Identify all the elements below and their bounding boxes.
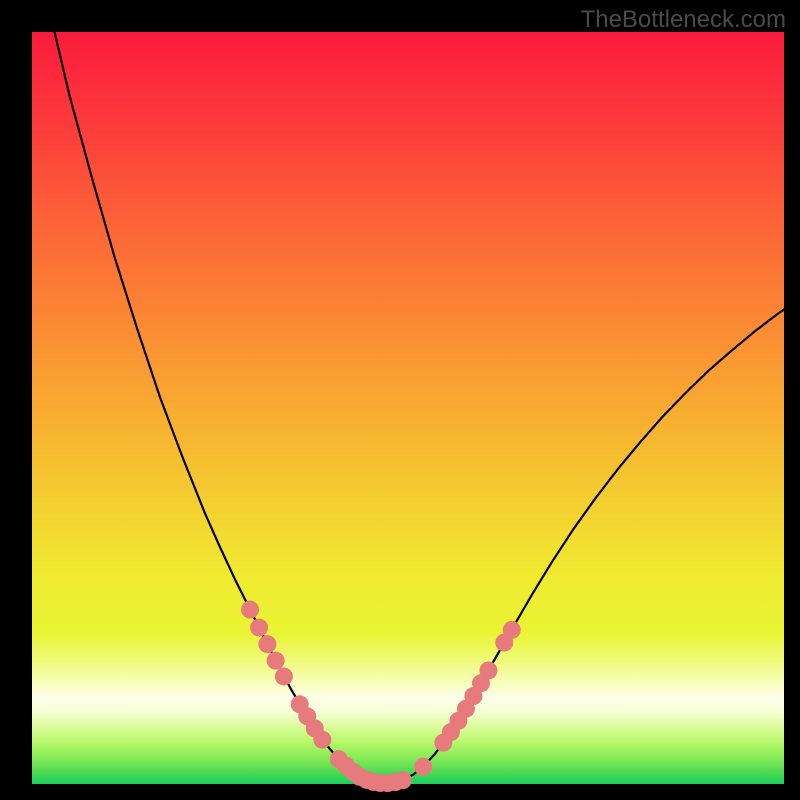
data-marker — [414, 758, 432, 776]
data-marker — [275, 667, 293, 685]
stage: TheBottleneck.com — [0, 0, 800, 800]
data-marker — [258, 635, 276, 653]
data-marker — [394, 771, 412, 789]
data-marker — [241, 601, 259, 619]
plot-area — [32, 32, 784, 792]
data-marker — [503, 621, 521, 639]
data-marker — [250, 619, 268, 637]
bottleneck-chart — [0, 0, 800, 800]
data-marker — [479, 661, 497, 679]
data-marker — [313, 731, 331, 749]
data-marker — [267, 652, 285, 670]
watermark-text: TheBottleneck.com — [581, 6, 786, 34]
